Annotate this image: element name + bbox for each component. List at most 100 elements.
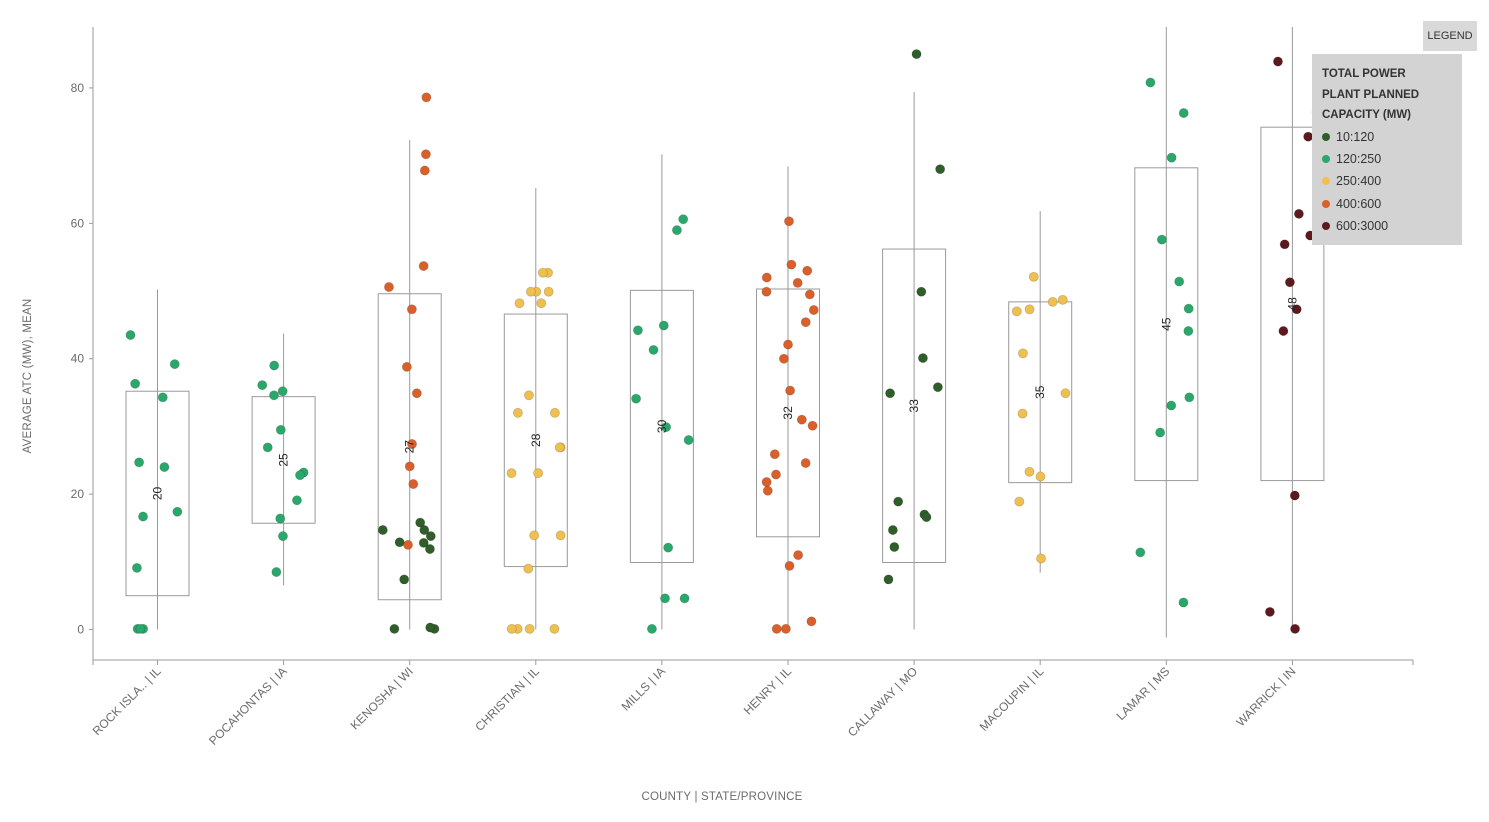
x-tick-label: ROCK ISLA.. | IL <box>90 664 164 738</box>
data-point <box>1166 400 1177 411</box>
data-point <box>554 442 565 453</box>
data-point <box>1290 623 1301 634</box>
legend-item[interactable]: 120:250 <box>1322 148 1452 170</box>
data-point <box>658 320 669 331</box>
legend-items: 10:120 120:250 250:400 400:600 600:3000 <box>1322 126 1452 237</box>
data-point <box>257 380 268 391</box>
data-point <box>761 476 772 487</box>
data-point <box>796 414 807 425</box>
data-point <box>784 560 795 571</box>
data-point <box>1183 303 1194 314</box>
x-axis: ROCK ISLA.. | IL POCAHONTAS | IA KENOSHA |… <box>90 659 1414 748</box>
data-point <box>1057 294 1068 305</box>
data-point <box>529 530 540 541</box>
data-point <box>661 422 672 433</box>
data-point <box>793 550 804 561</box>
data-point <box>1284 277 1295 288</box>
data-point <box>1183 325 1194 336</box>
category-group: 45 <box>1134 27 1199 638</box>
data-point <box>135 623 146 634</box>
y-axis: 0 20 40 60 80 <box>71 27 94 665</box>
data-point <box>800 457 811 468</box>
data-point <box>1028 271 1039 282</box>
data-point <box>887 525 898 536</box>
data-point <box>1166 152 1177 163</box>
data-point <box>1035 471 1046 482</box>
legend-button[interactable]: LEGEND <box>1423 21 1477 51</box>
data-point <box>415 517 426 528</box>
legend-item-label: 600:3000 <box>1336 218 1389 233</box>
data-point <box>1047 296 1058 307</box>
box <box>882 248 947 564</box>
x-tick-label: HENRY | IL <box>741 664 795 718</box>
x-tick-label: CHRISTIAN | IL <box>472 664 542 734</box>
category-group: 20 <box>125 289 190 634</box>
mean-label: 32 <box>781 406 795 420</box>
data-point <box>646 623 657 634</box>
data-point <box>1174 276 1185 287</box>
box <box>756 288 820 538</box>
data-point <box>524 623 535 634</box>
data-point <box>411 388 422 399</box>
data-point <box>1178 107 1189 118</box>
legend-item[interactable]: 10:120 <box>1322 126 1452 148</box>
mean-label: 35 <box>1033 385 1047 399</box>
x-tick-label: MILLS | IA <box>619 664 668 713</box>
x-tick-label: KENOSHA | WI <box>348 664 416 732</box>
legend-item[interactable]: 600:3000 <box>1322 215 1452 237</box>
box <box>629 289 694 564</box>
data-point <box>1024 304 1035 315</box>
data-point <box>631 393 642 404</box>
data-point <box>1036 553 1047 564</box>
category-group: 33 <box>882 49 947 630</box>
legend-item[interactable]: 250:400 <box>1322 170 1452 192</box>
data-point <box>785 385 796 396</box>
data-point <box>525 286 536 297</box>
data-point <box>536 298 547 309</box>
category-group: 35 <box>1008 211 1073 573</box>
data-point <box>533 468 544 479</box>
data-point <box>762 485 773 496</box>
data-point <box>295 470 306 481</box>
mean-label: 27 <box>403 440 417 454</box>
data-point <box>660 593 671 604</box>
data-point <box>1011 306 1022 317</box>
data-point <box>678 214 689 225</box>
data-point <box>277 386 288 397</box>
mean-label: 28 <box>529 433 543 447</box>
data-point <box>275 424 286 435</box>
data-point <box>792 277 803 288</box>
legend-item-label: 250:400 <box>1336 174 1382 189</box>
data-point <box>885 388 896 399</box>
box <box>1008 301 1073 484</box>
category-group: 28 <box>503 188 568 634</box>
data-point <box>648 344 659 355</box>
mean-label: 25 <box>277 453 291 467</box>
y-tick-label: 0 <box>77 623 84 637</box>
mean-label: 45 <box>1159 317 1173 331</box>
data-point <box>138 511 149 522</box>
data-point <box>893 496 904 507</box>
y-tick-label: 80 <box>71 81 85 95</box>
legend-item[interactable]: 400:600 <box>1322 192 1452 214</box>
data-point <box>1178 597 1189 608</box>
data-point <box>291 495 302 506</box>
data-point <box>663 542 674 553</box>
data-point <box>802 265 813 276</box>
data-point <box>394 537 405 548</box>
data-point <box>269 360 280 371</box>
data-point <box>679 593 690 604</box>
x-tick-label: POCAHONTAS | IA <box>206 664 290 748</box>
data-point <box>1156 234 1167 245</box>
data-point <box>277 531 288 542</box>
y-tick-label: 60 <box>71 216 85 230</box>
data-point <box>806 616 817 627</box>
data-point <box>921 512 932 523</box>
box <box>1260 126 1325 482</box>
data-point <box>783 339 794 350</box>
legend-swatch <box>1322 154 1330 163</box>
data-point <box>424 543 435 554</box>
data-point <box>512 407 523 418</box>
data-point <box>1135 547 1146 558</box>
data-point <box>769 449 780 460</box>
